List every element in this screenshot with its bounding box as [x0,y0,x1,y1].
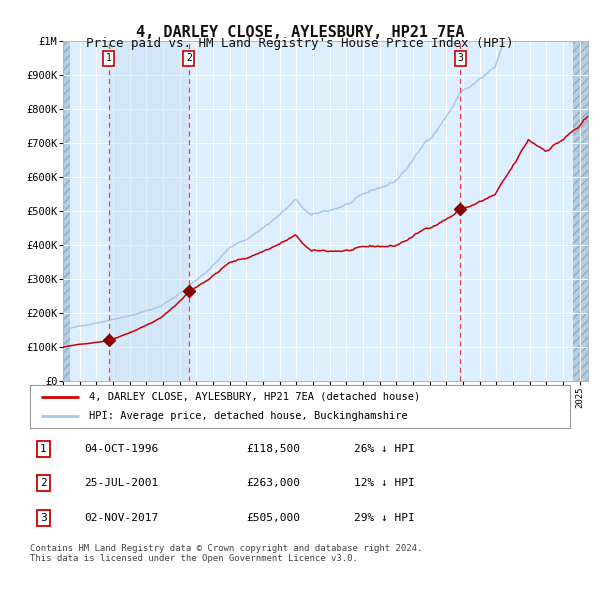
Text: HPI: Average price, detached house, Buckinghamshire: HPI: Average price, detached house, Buck… [89,411,408,421]
Bar [63,41,70,381]
Text: 1: 1 [40,444,47,454]
Text: 25-JUL-2001: 25-JUL-2001 [84,478,158,488]
Text: Contains HM Land Registry data © Crown copyright and database right 2024.
This d: Contains HM Land Registry data © Crown c… [30,544,422,563]
Text: 3: 3 [457,53,463,63]
Text: 3: 3 [40,513,47,523]
Text: 4, DARLEY CLOSE, AYLESBURY, HP21 7EA: 4, DARLEY CLOSE, AYLESBURY, HP21 7EA [136,25,464,40]
Text: 2: 2 [40,478,47,488]
Text: 4, DARLEY CLOSE, AYLESBURY, HP21 7EA (detached house): 4, DARLEY CLOSE, AYLESBURY, HP21 7EA (de… [89,392,421,402]
Text: 1: 1 [106,53,112,63]
Text: £505,000: £505,000 [246,513,300,523]
Text: £263,000: £263,000 [246,478,300,488]
Text: £118,500: £118,500 [246,444,300,454]
Text: 04-OCT-1996: 04-OCT-1996 [84,444,158,454]
Text: 12% ↓ HPI: 12% ↓ HPI [354,478,415,488]
Text: 02-NOV-2017: 02-NOV-2017 [84,513,158,523]
Text: 2: 2 [186,53,192,63]
Text: Price paid vs. HM Land Registry's House Price Index (HPI): Price paid vs. HM Land Registry's House … [86,37,514,50]
Text: 29% ↓ HPI: 29% ↓ HPI [354,513,415,523]
Bar [573,41,588,381]
Text: 26% ↓ HPI: 26% ↓ HPI [354,444,415,454]
Bar [109,41,189,381]
